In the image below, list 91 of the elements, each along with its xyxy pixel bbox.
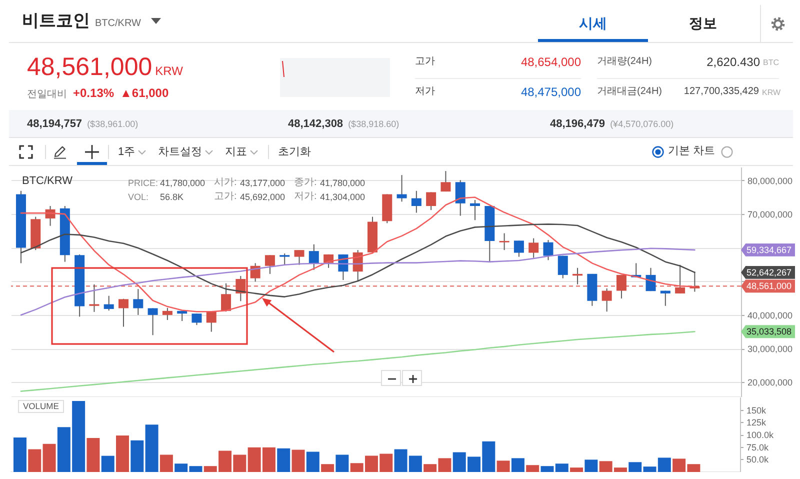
- annotation: 41,780,000: [160, 178, 206, 188]
- text: 127,700,335,429: [684, 86, 759, 97]
- candlestick: [192, 313, 202, 326]
- text: 고가: [415, 56, 435, 67]
- text: 시세: [578, 15, 608, 31]
- y-tick-label: 100.0k: [746, 430, 774, 440]
- candlestick: [543, 239, 554, 261]
- candlestick: [514, 240, 524, 258]
- candlestick: [528, 238, 539, 258]
- candlestick: [104, 295, 114, 312]
- text: 2,620.430: [706, 55, 760, 69]
- candlestick: [602, 288, 612, 312]
- text: 48,475,000: [520, 85, 581, 99]
- candlestick: [206, 311, 216, 332]
- candlestick: [162, 307, 172, 320]
- y-tick-label: 20,000,000: [748, 378, 793, 388]
- annotation: 저가:: [294, 191, 317, 202]
- candlestick: [616, 274, 626, 299]
- y-tick-label: 125k: [746, 418, 767, 428]
- candlestick: [660, 290, 670, 306]
- line-series: [20, 331, 696, 392]
- y-tick-label: 150k: [746, 405, 767, 416]
- text: BTC/KRW: [95, 18, 141, 29]
- candlestick: [236, 275, 246, 302]
- text: +0.13%: [73, 86, 114, 100]
- candlestick: [148, 308, 158, 336]
- candlestick: [440, 170, 451, 192]
- annotation: 41,780,000: [320, 178, 366, 188]
- y-tick-label: 75.0k: [746, 442, 770, 452]
- candlestick: [264, 254, 275, 274]
- text: 차트설정: [158, 146, 202, 158]
- y-tick-label: 50.0k: [746, 454, 770, 465]
- candlestick: [294, 250, 304, 266]
- text: 비트코인: [22, 11, 90, 30]
- text: BTC: [763, 58, 779, 67]
- candlestick: [221, 282, 232, 312]
- candlestick: [280, 252, 290, 266]
- text: 정보: [688, 15, 718, 31]
- annotation: 56.8K: [160, 192, 184, 202]
- text: 35,033,508: [746, 326, 792, 337]
- text: (¥4,570,076.00): [610, 119, 674, 129]
- annotation: 시가:: [214, 177, 237, 188]
- candlestick: [558, 255, 568, 279]
- text: 기본 차트: [668, 145, 716, 157]
- annotation: 43,177,000: [240, 178, 286, 188]
- candlestick: [426, 192, 436, 211]
- text: ▲61,000: [120, 86, 169, 100]
- y-tick-label: 70,000,000: [748, 210, 793, 220]
- text: ($38,918.60): [348, 119, 400, 129]
- text: 1주: [118, 146, 136, 158]
- y-tick-label: 80,000,000: [748, 176, 793, 186]
- text: 거래대금(24H): [597, 86, 662, 97]
- candlestick: [396, 174, 407, 202]
- annotation: 41,304,000: [320, 192, 366, 202]
- text: 저가: [415, 86, 435, 97]
- annotation: VOL:: [128, 192, 149, 202]
- candlestick: [470, 199, 480, 221]
- candlestick: [499, 232, 510, 251]
- candlestick: [411, 190, 422, 214]
- y-tick-label: 30,000,000: [748, 344, 793, 354]
- candlestick: [675, 264, 686, 294]
- candlestick: [133, 288, 144, 316]
- text: 지표: [225, 146, 248, 158]
- text: 초기화: [278, 146, 312, 158]
- text: KRW: [762, 88, 781, 97]
- candlestick: [118, 298, 128, 328]
- text: ($38,961.00): [87, 119, 138, 129]
- annotation: PRICE:: [128, 178, 158, 188]
- chart-title: VOLUME: [18, 400, 64, 412]
- candlestick: [308, 244, 319, 270]
- candlestick: [572, 267, 583, 285]
- text: 48,194,757: [27, 118, 82, 130]
- candlestick: [455, 180, 466, 216]
- text: 48,196,479: [550, 118, 606, 130]
- line-series: [20, 224, 696, 298]
- annotation: 종가:: [294, 177, 317, 188]
- y-tick-label: 40,000,000: [748, 310, 793, 320]
- ref-line-label: 48,561,000: [746, 281, 792, 292]
- candlestick: [250, 262, 260, 282]
- text: 48,561,000: [27, 53, 152, 81]
- text: 48,654,000: [520, 55, 581, 69]
- text: BTC/KRW: [22, 175, 73, 187]
- annotation: 고가:: [214, 191, 237, 202]
- annotation: 45,692,000: [240, 192, 286, 202]
- candlestick: [89, 284, 100, 312]
- text: 전일대비: [27, 89, 67, 100]
- text: 52,642,267: [746, 267, 792, 278]
- text: 59,334,667: [746, 244, 792, 255]
- text: KRW: [155, 64, 183, 78]
- text: 48,142,308: [288, 118, 344, 130]
- text: 거래량(24H): [597, 56, 652, 67]
